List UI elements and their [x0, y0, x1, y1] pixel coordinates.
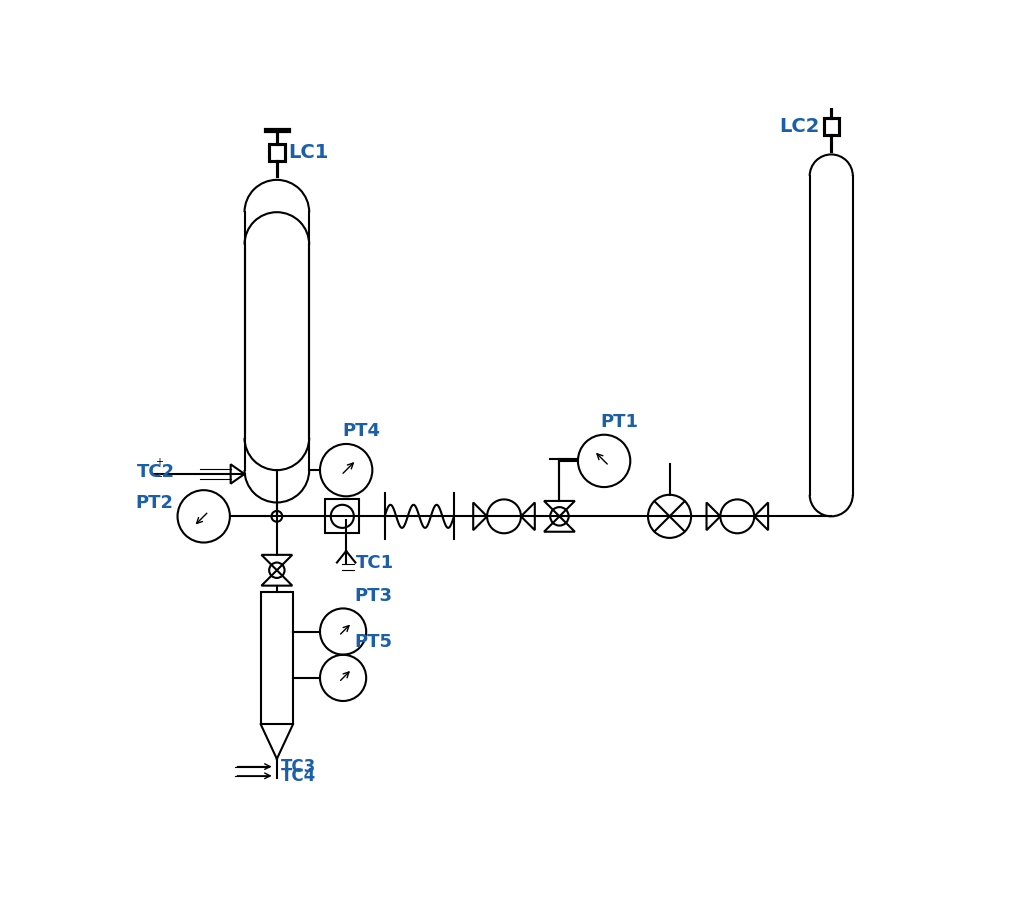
Text: PT3: PT3 [354, 586, 392, 604]
Text: PT2: PT2 [136, 494, 174, 512]
Text: TC1: TC1 [355, 554, 393, 572]
Text: PT5: PT5 [354, 633, 392, 651]
Text: −: − [156, 472, 163, 483]
Text: PT1: PT1 [600, 413, 638, 431]
Text: LC2: LC2 [779, 117, 819, 136]
Bar [261, 592, 293, 724]
Text: PT4: PT4 [342, 422, 380, 440]
Bar [269, 143, 285, 161]
Text: TC4: TC4 [281, 767, 316, 785]
Bar [823, 118, 839, 135]
Text: +: + [156, 456, 163, 466]
Bar [326, 500, 359, 533]
Circle shape [271, 511, 283, 521]
Text: TC2: TC2 [137, 464, 175, 482]
Text: TC3: TC3 [281, 758, 316, 776]
Text: LC1: LC1 [289, 143, 329, 161]
